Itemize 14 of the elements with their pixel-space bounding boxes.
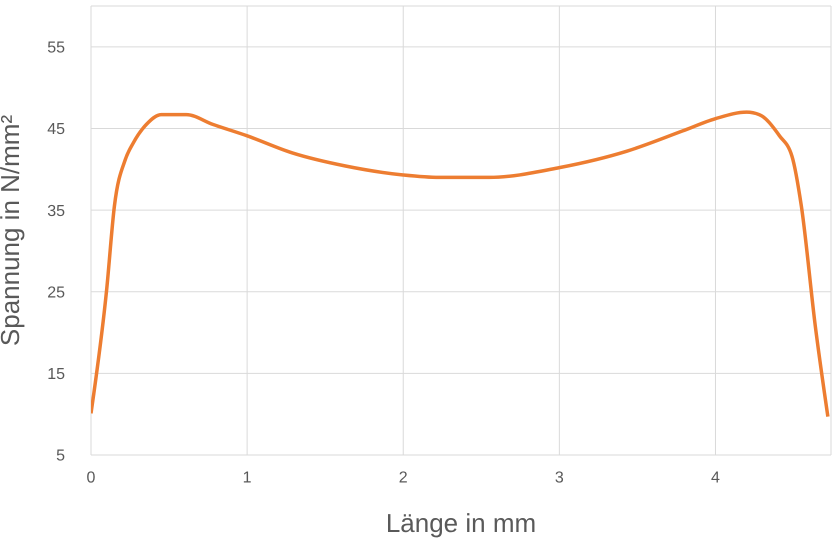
x-tick-label: 4 [711, 469, 720, 486]
line-series [91, 110, 830, 418]
y-tick-label: 15 [47, 366, 66, 384]
x-tick-label: 2 [398, 469, 408, 486]
x-tick-label: 1 [242, 469, 252, 486]
y-tick-label: 5 [56, 448, 66, 465]
y-tick-label: 25 [47, 284, 66, 302]
x-tick-label: 0 [86, 469, 96, 486]
y-tick-label: 45 [47, 121, 66, 138]
x-tick-label: 3 [554, 469, 564, 486]
y-tick-label: 55 [47, 40, 66, 56]
y-axis-title: Spannung in N/mm² [0, 114, 26, 346]
y-tick-label: 35 [47, 202, 66, 220]
x-axis-title: Länge in mm [386, 508, 536, 538]
